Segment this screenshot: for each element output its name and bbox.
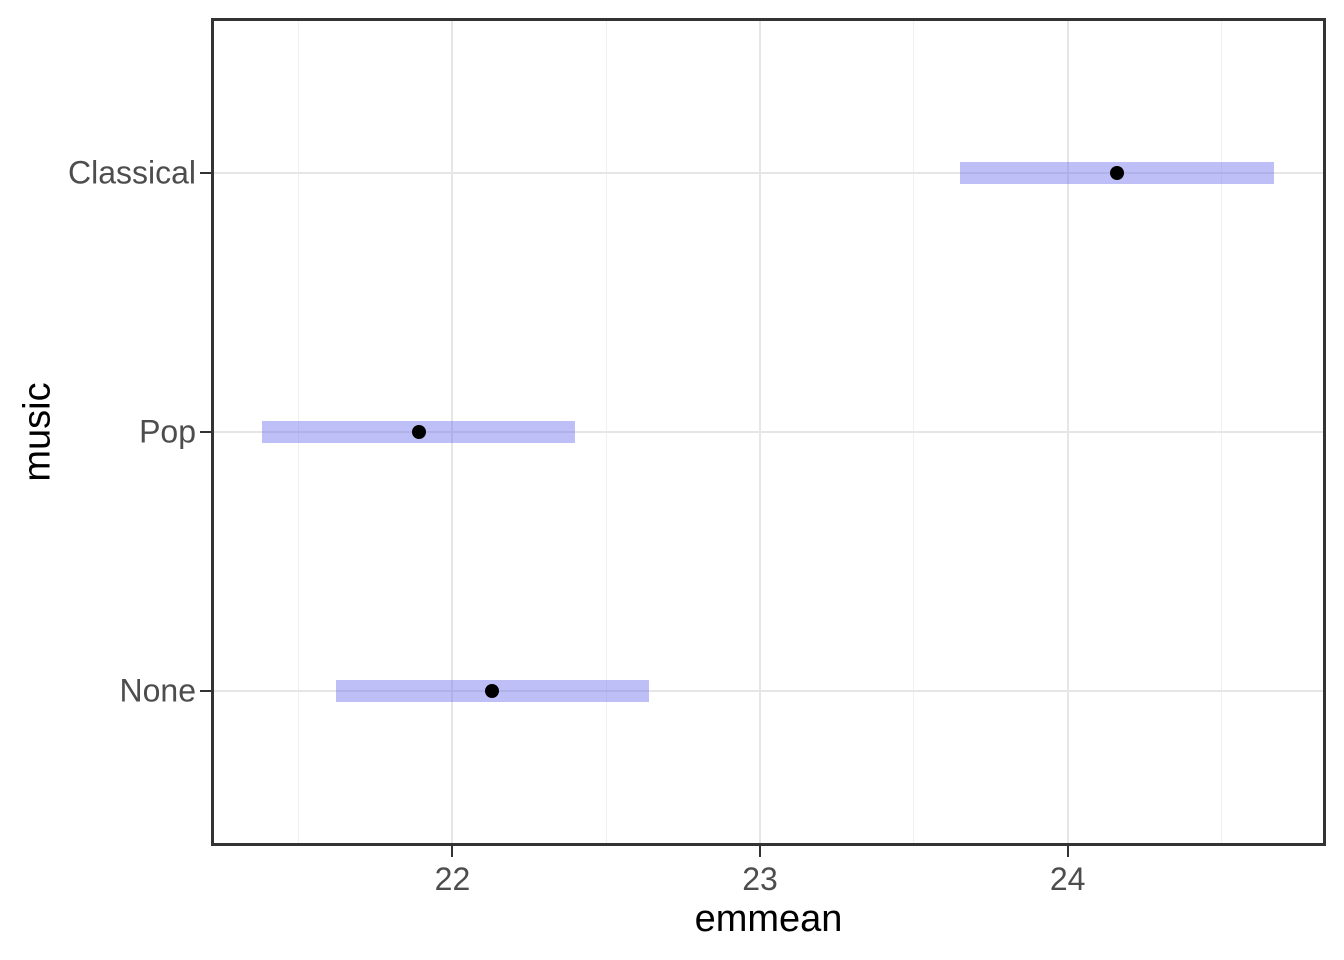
x-tick-label-23: 23 — [742, 861, 778, 897]
y-tick-mark-none — [200, 689, 211, 692]
point-estimate-pop — [411, 425, 426, 439]
y-tick-mark-classical — [200, 172, 211, 175]
point-estimate-classical — [1109, 166, 1124, 181]
point-estimate-none — [485, 683, 500, 698]
y-tick-label-none: None — [119, 672, 197, 709]
x-tick-mark-23 — [759, 846, 762, 857]
y-tick-mark-pop — [200, 431, 211, 433]
y-tick-label-classical: Classical — [67, 154, 196, 191]
y-tick-label-pop: Pop — [139, 413, 196, 450]
x-tick-mark-22 — [451, 846, 454, 857]
major-gridline-y-none — [211, 689, 1326, 692]
x-tick-label-24: 24 — [1049, 861, 1086, 897]
x-axis-title: emmean — [694, 898, 843, 940]
major-gridline-y-classical — [211, 172, 1326, 175]
x-tick-mark-24 — [1066, 846, 1069, 857]
x-tick-label-22: 22 — [434, 861, 471, 897]
major-gridline-y-pop — [211, 431, 1326, 433]
